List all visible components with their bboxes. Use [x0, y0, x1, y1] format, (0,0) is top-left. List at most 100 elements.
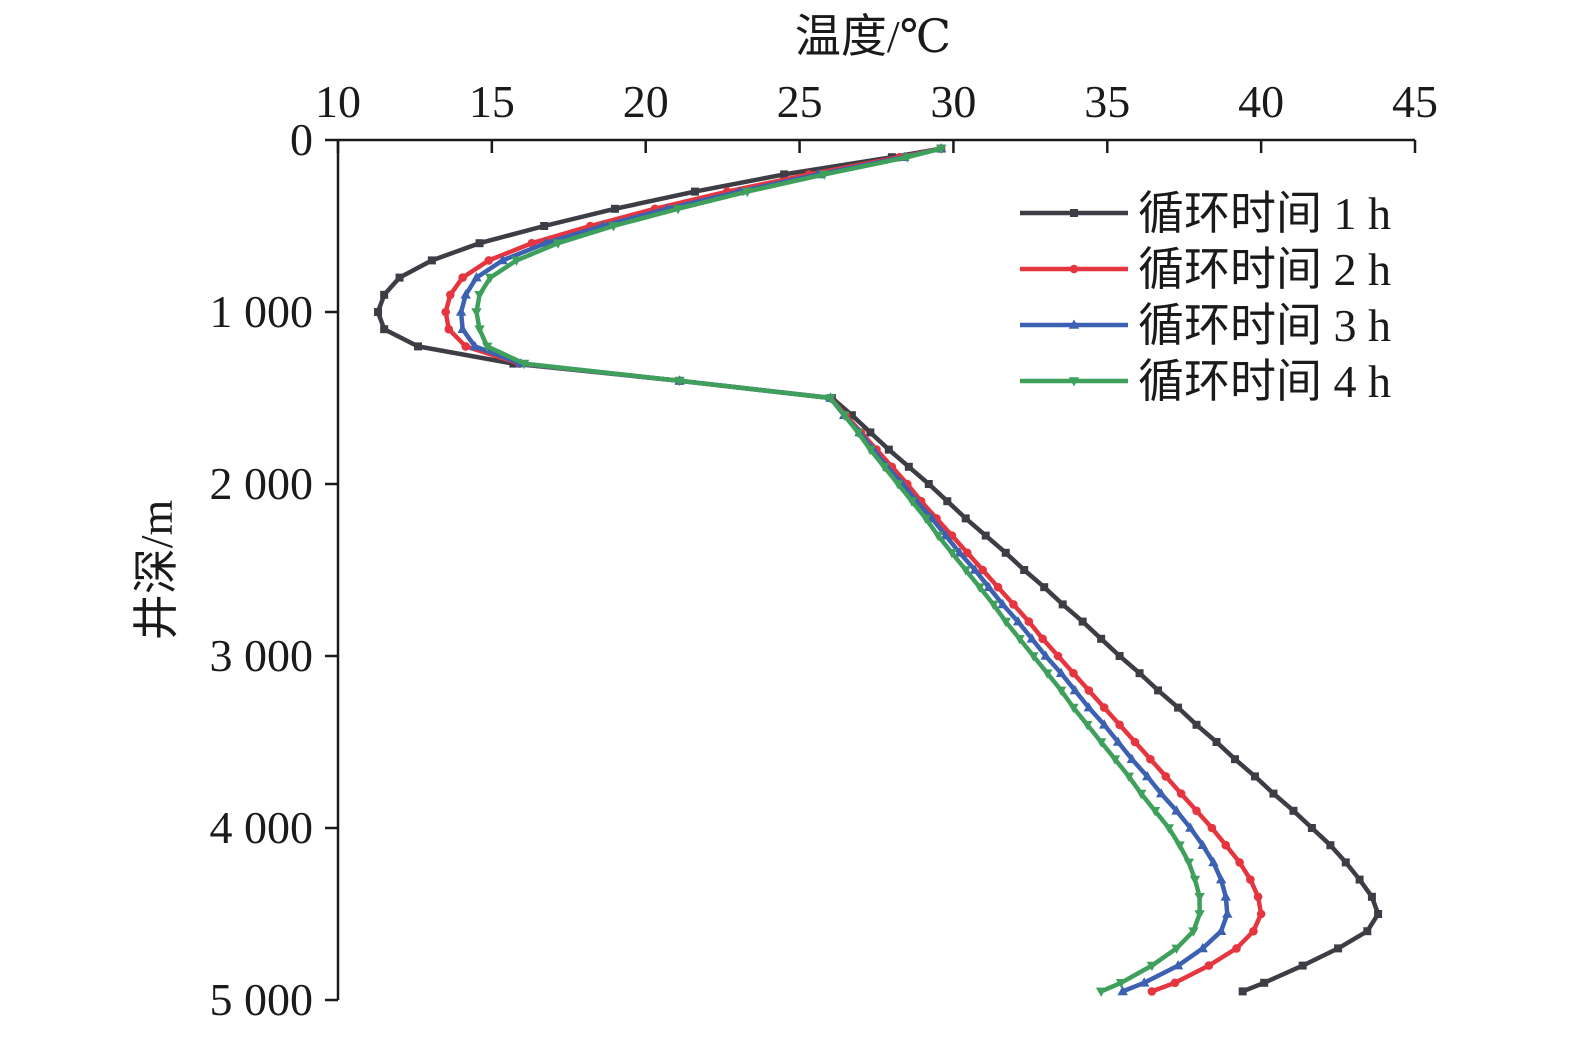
data-point	[1355, 875, 1364, 884]
data-point	[892, 480, 904, 490]
data-point	[1183, 858, 1195, 868]
data-point	[1256, 909, 1266, 919]
data-point	[540, 222, 549, 230]
data-point	[1053, 651, 1063, 661]
data-point	[1115, 720, 1124, 730]
data-point	[935, 144, 947, 155]
legend-label: 循环时间 1 h	[1138, 188, 1391, 239]
data-point	[780, 170, 789, 179]
data-point	[427, 256, 436, 265]
data-point	[374, 308, 383, 316]
data-point	[1289, 806, 1298, 815]
legend-marker	[1068, 377, 1080, 387]
data-point	[838, 411, 850, 421]
data-point	[1117, 985, 1128, 996]
data-point	[1055, 667, 1067, 677]
data-point	[1109, 755, 1121, 765]
x-tick-label: 30	[930, 76, 976, 127]
legend-label: 循环时间 2 h	[1138, 244, 1391, 295]
data-point	[1084, 686, 1094, 695]
x-tick-label: 25	[777, 76, 823, 127]
data-point	[1146, 754, 1155, 764]
data-point	[983, 581, 995, 591]
data-point	[878, 463, 890, 473]
data-point	[1020, 566, 1029, 574]
data-point	[960, 566, 971, 576]
x-tick-label: 45	[1392, 76, 1438, 127]
x-tick-label: 40	[1238, 76, 1284, 127]
legend-item: 循环时间 4 h	[1020, 356, 1391, 407]
data-point	[902, 153, 913, 163]
data-point	[920, 514, 931, 524]
data-point	[993, 582, 1003, 592]
x-tick-label: 15	[469, 76, 515, 127]
data-point	[1139, 977, 1150, 987]
data-point	[1135, 789, 1147, 800]
data-point	[969, 564, 981, 574]
y-tick-label: 0	[290, 114, 313, 165]
data-point	[1363, 927, 1372, 936]
data-point	[1095, 987, 1107, 997]
legend-marker	[1068, 319, 1080, 329]
data-point	[1042, 669, 1053, 679]
data-point	[1154, 686, 1163, 695]
legend-item: 循环时间 1 h	[1020, 188, 1391, 239]
data-point	[1215, 874, 1227, 884]
data-point	[1099, 703, 1109, 712]
data-point	[904, 462, 913, 471]
data-point	[1172, 960, 1184, 970]
data-point	[866, 428, 875, 437]
data-point	[1221, 840, 1231, 850]
data-point	[847, 411, 856, 420]
data-point	[974, 583, 985, 593]
data-point	[1192, 806, 1201, 816]
data-point	[1024, 617, 1034, 626]
data-point	[1112, 736, 1124, 746]
y-tick-label: 3 000	[210, 630, 314, 681]
data-point	[1097, 634, 1106, 643]
data-point	[852, 428, 864, 438]
y-tick-label: 4 000	[210, 802, 314, 853]
data-point	[458, 273, 467, 282]
legend-marker	[1070, 209, 1078, 217]
data-point	[742, 187, 753, 198]
data-point	[1176, 789, 1186, 798]
data-point	[1155, 788, 1167, 798]
data-point	[981, 531, 990, 540]
x-tick-label: 35	[1084, 76, 1130, 127]
data-point	[1123, 772, 1135, 782]
data-point	[1040, 650, 1051, 660]
data-point	[1014, 635, 1025, 645]
data-point	[441, 307, 451, 317]
data-point	[1147, 987, 1157, 996]
data-point	[1341, 858, 1350, 867]
data-point	[1099, 719, 1110, 729]
data-point	[1194, 910, 1205, 920]
data-point	[1001, 548, 1010, 557]
data-point	[1235, 858, 1244, 867]
x-axis-title: 温度/℃	[795, 11, 951, 62]
data-point	[1374, 910, 1383, 918]
data-point	[1130, 737, 1140, 747]
data-point	[1028, 652, 1039, 662]
data-point	[940, 530, 951, 540]
data-point	[1038, 634, 1047, 644]
data-point	[395, 273, 404, 282]
data-point	[997, 598, 1008, 609]
plot-area	[374, 143, 1383, 997]
data-point	[1367, 892, 1376, 901]
data-point	[446, 290, 455, 300]
data-point	[1135, 669, 1144, 678]
y-tick-label: 5 000	[210, 974, 314, 1025]
data-point	[1078, 617, 1087, 626]
data-point	[1055, 686, 1067, 696]
data-point	[1068, 703, 1079, 714]
data-point	[552, 239, 564, 249]
data-point	[485, 273, 496, 284]
data-point	[1069, 668, 1078, 678]
data-point	[1188, 927, 1199, 937]
data-point	[825, 394, 836, 404]
data-point	[1222, 908, 1233, 918]
data-point	[1058, 600, 1067, 609]
axis-ticks: 10 15 20 25 30 35 40 45 0 1 000 2 000 3 000 4 000 5 0…	[210, 76, 1439, 1025]
